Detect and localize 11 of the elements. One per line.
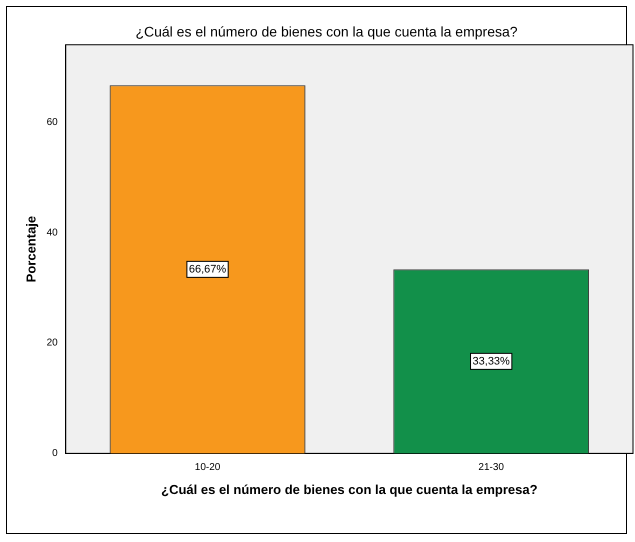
x-tick-label: 21-30 <box>478 462 504 474</box>
data-label: 33,33% <box>472 355 510 368</box>
data-label: 66,67% <box>188 263 226 276</box>
y-tick-label: 60 <box>46 116 58 128</box>
y-tick-label: 0 <box>52 448 58 460</box>
chart-title: ¿Cuál es el número de bienes con la que cuenta la empresa? <box>135 23 518 40</box>
y-tick-label: 40 <box>46 227 58 238</box>
y-tick-label: 20 <box>46 338 58 349</box>
x-tick-label: 10-20 <box>194 462 221 474</box>
x-axis-title: ¿Cuál es el número de bienes con la que cuenta la empresa? <box>161 482 538 497</box>
y-axis-title: Porcentaje <box>23 216 38 282</box>
